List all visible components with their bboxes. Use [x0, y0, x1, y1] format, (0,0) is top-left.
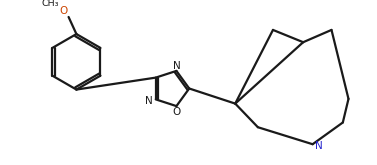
Text: O: O	[59, 6, 67, 16]
Text: CH₃: CH₃	[41, 0, 59, 8]
Text: O: O	[172, 107, 181, 117]
Text: N: N	[146, 96, 153, 106]
Text: N: N	[315, 141, 323, 151]
Text: N: N	[173, 61, 180, 71]
